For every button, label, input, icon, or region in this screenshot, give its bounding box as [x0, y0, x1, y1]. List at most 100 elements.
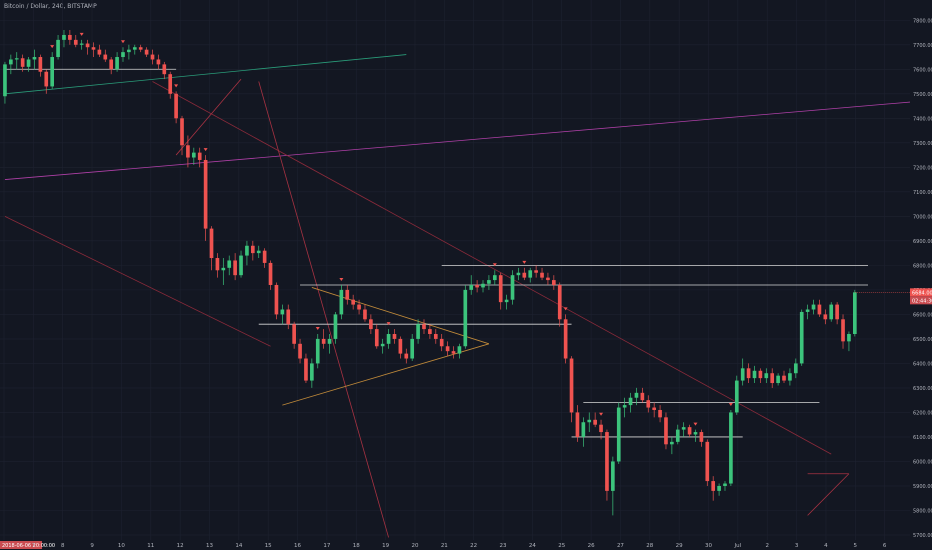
x-tick-label: 20 — [411, 543, 418, 549]
candle-body — [227, 260, 232, 268]
candle-body — [339, 289, 344, 315]
candle-body — [723, 483, 727, 486]
candle-body — [841, 319, 845, 342]
x-tick-label: 26 — [588, 543, 595, 549]
x-tick-label: 14 — [235, 543, 242, 549]
candle-body — [805, 309, 810, 312]
candle-body — [121, 52, 125, 58]
candle-body — [345, 289, 350, 300]
candle-body — [552, 280, 556, 285]
y-tick-label: 6800.00 — [913, 263, 932, 269]
candle-body — [740, 368, 745, 381]
candle-body — [62, 34, 66, 40]
candles — [3, 30, 857, 516]
candle-body — [504, 299, 509, 303]
candle-body — [304, 358, 308, 381]
candle-body — [487, 280, 491, 284]
candle-body — [616, 407, 621, 462]
candle-body — [498, 275, 503, 303]
y-tick-label: 7200.00 — [913, 165, 932, 171]
y-tick-label: 6100.00 — [913, 435, 932, 441]
candle-body — [203, 159, 208, 229]
candle-body — [734, 380, 739, 413]
y-tick-label: 5700.00 — [913, 533, 932, 539]
candle-body — [32, 57, 37, 60]
candle-body — [115, 57, 119, 70]
candle-body — [664, 417, 668, 445]
x-tick-label: 13 — [206, 543, 213, 549]
candle-body — [652, 407, 656, 410]
candle-body — [256, 250, 261, 254]
candle-body — [91, 47, 96, 50]
candle-body — [793, 363, 798, 374]
trendlines — [4, 54, 932, 538]
trendline — [4, 215, 271, 347]
candle-body — [522, 272, 527, 278]
candle-body — [410, 338, 415, 359]
x-tick-label: 23 — [500, 543, 507, 549]
candle-body — [3, 64, 7, 97]
candle-body — [380, 343, 385, 347]
candle-body — [835, 304, 839, 320]
countdown-tag — [910, 296, 932, 305]
candle-body — [717, 485, 721, 491]
y-tick-label: 6000.00 — [913, 459, 932, 465]
candle-body — [729, 412, 733, 484]
y-tick-label: 7100.00 — [913, 190, 932, 196]
y-tick-label: 7800.00 — [913, 18, 932, 24]
candle-body — [56, 39, 60, 58]
last-price-tag — [910, 288, 932, 297]
candle-body — [286, 309, 291, 325]
x-tick-label: 5 — [854, 543, 858, 549]
candle-body — [144, 49, 149, 55]
x-tick-label: 28 — [646, 543, 653, 549]
candle-body — [215, 258, 220, 271]
candle-body — [829, 304, 834, 320]
y-tick-label: 6500.00 — [913, 337, 932, 343]
y-tick-label: 7400.00 — [913, 116, 932, 122]
x-tick-label: 15 — [265, 543, 272, 549]
candle-body — [675, 429, 680, 442]
candle-body — [68, 34, 72, 40]
candle-body — [599, 424, 603, 433]
x-tick-label: 25 — [558, 543, 565, 549]
candle-body — [392, 334, 397, 339]
x-tick-label: 6 — [883, 543, 887, 549]
candle-body — [209, 228, 214, 259]
price-axis[interactable] — [910, 0, 932, 550]
candle-body — [451, 351, 456, 354]
candle-body — [817, 304, 822, 315]
candle-body — [463, 289, 468, 347]
time-axis[interactable] — [0, 540, 910, 550]
candle-body — [546, 277, 550, 281]
candle-body — [681, 427, 686, 430]
markers — [50, 32, 733, 426]
candle-body — [191, 152, 196, 158]
x-tick-label: 17 — [323, 543, 330, 549]
candle-body — [557, 284, 562, 320]
candle-body — [369, 319, 373, 330]
time-axis-labels: 2018-06-06 20:00:007 8 9 10 11 12 13 14 15 16 17 18… — [0, 541, 887, 549]
candle-body — [782, 375, 786, 381]
candle-body — [475, 284, 479, 288]
candle-body — [847, 334, 851, 342]
candle-body — [197, 152, 202, 160]
candle-body — [416, 324, 420, 339]
signal-marker — [693, 422, 698, 426]
candle-body — [327, 338, 332, 344]
candle-body — [699, 432, 704, 442]
candle-body — [575, 412, 580, 437]
candle-body — [239, 255, 243, 276]
signal-marker — [174, 84, 179, 88]
candle-body — [788, 373, 792, 381]
candle-body — [799, 311, 804, 364]
x-tick-label: 11 — [147, 543, 154, 549]
candle-body — [433, 334, 438, 339]
countdown-label: 02:44:30 — [912, 298, 932, 304]
trendline — [152, 81, 832, 455]
trendline — [258, 81, 389, 538]
candle-body — [251, 245, 255, 254]
candle-body — [262, 250, 267, 263]
candle-body — [540, 272, 544, 278]
